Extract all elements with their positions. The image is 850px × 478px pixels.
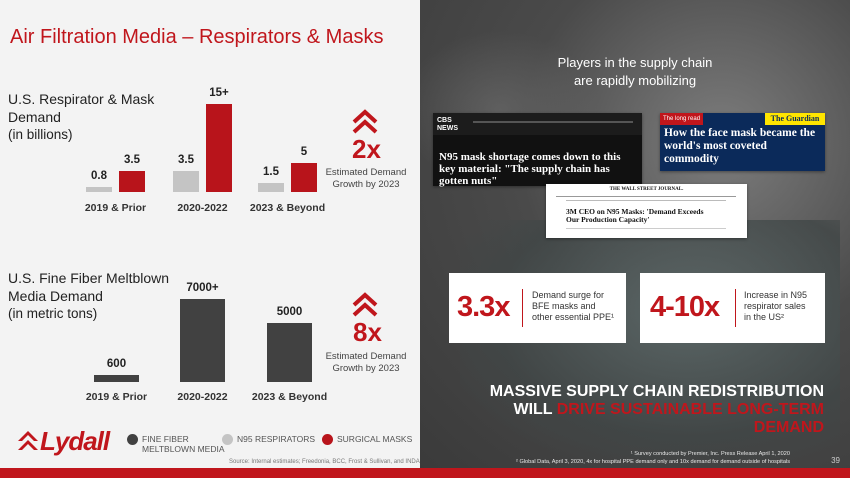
footnote-1: ¹ Survey conducted by Premier, Inc. Pres… xyxy=(630,451,790,457)
statement-line2-red: DRIVE SUSTAINABLE LONG-TERM xyxy=(556,401,824,418)
supply-chain-heading-line1: Players in the supply chain xyxy=(557,55,713,70)
stat-n95-separator xyxy=(735,289,736,327)
legend-n95: N95 RESPIRATORS xyxy=(237,434,316,444)
wsj-divider xyxy=(556,196,736,197)
meltblown-demand-title: U.S. Fine Fiber Meltblown Media Demand (… xyxy=(8,269,169,323)
chevron-up-icon xyxy=(352,292,378,317)
meltblown-growth-label: Estimated Demand Growth by 2023 xyxy=(323,351,409,375)
cbs-logo: CBS NEWS xyxy=(437,117,458,132)
respirator-unit: (in billions) xyxy=(8,127,73,142)
respirator-bar xyxy=(258,183,284,192)
meltblown-est-line1: Estimated Demand xyxy=(325,351,407,362)
respirator-bar xyxy=(119,171,145,192)
meltblown-data-label: 600 xyxy=(106,357,127,370)
right-panel: Players in the supply chain are rapidly … xyxy=(420,0,850,478)
statement-line2-white: WILL xyxy=(513,401,557,418)
legend-fine-fiber-line2: MELTBLOWN MEDIA xyxy=(142,444,225,454)
respirator-category-label: 2019 & Prior xyxy=(84,202,147,214)
wsj-clipping: THE WALL STREET JOURNAL. 3M CEO on N95 M… xyxy=(546,184,747,238)
respirator-title-line1: U.S. Respirator & Mask xyxy=(8,91,155,107)
footnote-2: ² Global Data, April 3, 2020, 4x for hos… xyxy=(516,459,790,465)
respirator-title-line2: Demand xyxy=(8,109,61,125)
meltblown-title-line2: Media Demand xyxy=(8,288,103,304)
supply-chain-heading: Players in the supply chain are rapidly … xyxy=(420,54,850,90)
stat-n95-value: 4-10x xyxy=(650,291,720,323)
page-title: Air Filtration Media – Respirators & Mas… xyxy=(10,26,384,48)
bottom-accent-strip xyxy=(0,468,850,478)
guardian-logo: The Guardian xyxy=(765,113,825,125)
respirator-data-label: 3.5 xyxy=(178,154,194,167)
legend-fine-fiber-line1: FINE FIBER xyxy=(142,434,189,444)
lydall-logo: Lydall xyxy=(40,426,110,456)
source-note: Source: Internal estimates; Freedonia, B… xyxy=(229,459,420,465)
stat-ppe-description: Demand surge for BFE masks and other ess… xyxy=(532,290,614,323)
page-number: 39 xyxy=(831,456,840,465)
stat-ppe-separator xyxy=(522,289,523,327)
respirator-data-label: 1.5 xyxy=(263,166,279,179)
guardian-tag: The long read xyxy=(660,113,703,125)
stat-n95-desc-line1: Increase in N95 xyxy=(744,290,808,300)
meltblown-growth-multiplier: 8x xyxy=(353,317,382,347)
wsj-text-line xyxy=(566,228,726,229)
stat-ppe-desc-line1: Demand surge for xyxy=(532,290,605,300)
stat-n95-sales-increase: 4-10x Increase in N95 respirator sales i… xyxy=(640,273,825,343)
cbs-news-clipping: CBS NEWS N95 mask shortage comes down to… xyxy=(433,113,642,187)
meltblown-category-label: 2023 & Beyond xyxy=(251,391,328,403)
legend-swatch-surgical xyxy=(322,434,333,445)
respirator-bar xyxy=(291,162,317,192)
lydall-logo-icon xyxy=(18,431,38,450)
respirator-est-line2: Growth by 2023 xyxy=(332,179,400,190)
legend-fine-fiber: FINE FIBER MELTBLOWN MEDIA xyxy=(142,434,225,454)
wsj-nav-menu xyxy=(566,200,726,201)
stat-ppe-desc-line3: other essential PPE¹ xyxy=(532,312,615,322)
meltblown-bar xyxy=(180,299,225,382)
respirator-growth-multiplier: 2x xyxy=(352,134,381,164)
respirator-bar xyxy=(206,104,232,192)
respirator-data-label: 15+ xyxy=(209,87,229,99)
meltblown-category-label: 2020-2022 xyxy=(177,391,228,403)
respirator-data-label: 5 xyxy=(300,145,308,158)
meltblown-category-label: 2019 & Prior xyxy=(85,391,148,403)
stat-ppe-demand-surge: 3.3x Demand surge for BFE masks and othe… xyxy=(449,273,626,343)
meltblown-data-label: 7000+ xyxy=(186,282,219,294)
respirator-est-line1: Estimated Demand xyxy=(325,167,407,178)
wsj-headline: 3M CEO on N95 Masks: 'Demand Exceeds Our… xyxy=(566,207,704,224)
meltblown-bar xyxy=(94,374,139,382)
meltblown-title-line1: U.S. Fine Fiber Meltblown xyxy=(8,270,170,286)
legend-swatch-n95 xyxy=(222,434,233,445)
stat-n95-desc-line3: in the US² xyxy=(744,312,785,322)
respirator-data-label: 3.5 xyxy=(124,154,140,167)
guardian-clipping: The long read The Guardian How the face … xyxy=(660,113,825,171)
cbs-nav-bar xyxy=(433,113,642,135)
meltblown-bar xyxy=(267,322,312,382)
supply-chain-statement: MASSIVE SUPPLY CHAIN REDISTRIBUTION WILL… xyxy=(424,383,824,437)
stat-n95-description: Increase in N95 respirator sales in the … xyxy=(744,290,807,323)
respirator-demand-title: U.S. Respirator & Mask Demand (in billio… xyxy=(8,90,154,144)
statement-line1: MASSIVE SUPPLY CHAIN REDISTRIBUTION xyxy=(489,383,824,400)
respirator-bar xyxy=(86,187,112,192)
respirator-category-label: 2023 & Beyond xyxy=(249,202,326,214)
legend-surgical: SURGICAL MASKS xyxy=(337,434,413,444)
respirator-data-label: 0.8 xyxy=(91,170,107,183)
cbs-headline: N95 mask shortage comes down to this key… xyxy=(439,151,621,187)
meltblown-data-label: 5000 xyxy=(276,305,303,318)
legend-swatch-fine-fiber xyxy=(127,434,138,445)
respirator-category-label: 2020-2022 xyxy=(177,202,228,214)
guardian-headline: How the face mask became the world's mos… xyxy=(664,127,816,165)
respirator-growth-label: Estimated Demand Growth by 2023 xyxy=(323,167,409,191)
stat-ppe-desc-line2: BFE masks and xyxy=(532,301,596,311)
stat-n95-desc-line2: respirator sales xyxy=(744,301,806,311)
chevron-up-icon xyxy=(352,109,378,134)
meltblown-est-line2: Growth by 2023 xyxy=(332,363,400,374)
stat-ppe-value: 3.3x xyxy=(457,291,510,323)
supply-chain-heading-line2: are rapidly mobilizing xyxy=(573,73,697,88)
wsj-logo: THE WALL STREET JOURNAL. xyxy=(609,187,684,192)
respirator-bar xyxy=(173,171,199,192)
meltblown-unit: (in metric tons) xyxy=(8,306,98,321)
statement-line3: DEMAND xyxy=(753,419,824,436)
cbs-nav-menu xyxy=(473,121,633,123)
left-panel xyxy=(0,0,420,478)
